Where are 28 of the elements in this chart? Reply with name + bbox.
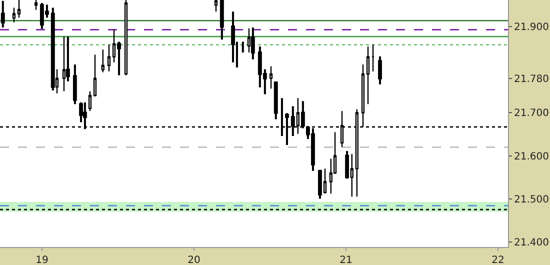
candlestick xyxy=(366,46,370,105)
candlestick xyxy=(250,26,255,60)
candlestick xyxy=(93,54,97,97)
candlestick xyxy=(269,66,273,90)
x-tick-label: 21 xyxy=(340,255,352,265)
y-tick-label: 21.900 xyxy=(514,22,549,34)
x-tick-label: 20 xyxy=(188,255,200,265)
x-tick-label: 22 xyxy=(492,255,504,265)
y-tick-label: 21.400 xyxy=(514,237,549,248)
candlestick xyxy=(107,44,111,72)
y-tick-label: 21.700 xyxy=(514,108,549,120)
candlestick xyxy=(231,10,235,64)
x-tick-label: 19 xyxy=(36,255,48,265)
candlestick xyxy=(12,7,16,23)
candlestick xyxy=(378,55,382,86)
candlestick xyxy=(220,0,224,41)
candlestick xyxy=(0,0,5,29)
candlestick xyxy=(274,80,278,120)
candlestick xyxy=(72,64,77,106)
y-tick-label: 21.600 xyxy=(514,151,549,162)
candlestick xyxy=(371,44,375,72)
candlestick xyxy=(88,90,92,112)
y-tick-label: 21.500 xyxy=(514,194,549,206)
candlestick xyxy=(240,40,245,54)
candlestick xyxy=(101,48,104,73)
y-tick-label: 21.780 xyxy=(514,74,549,85)
candlestick xyxy=(62,36,66,92)
candlestick xyxy=(50,6,55,92)
